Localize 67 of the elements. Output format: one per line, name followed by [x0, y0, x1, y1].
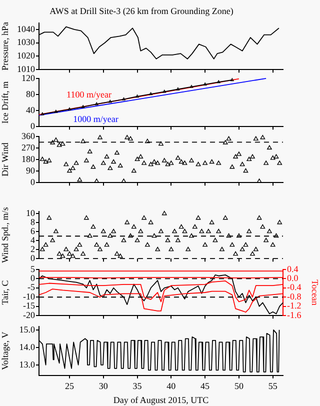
y-tick-label: 4 [30, 234, 36, 245]
y-tick-label: -15 [23, 300, 36, 311]
y-axis-title: Wind Spd., m/s [0, 206, 10, 263]
point [122, 97, 126, 100]
y-axis-title: Voltage, V [0, 331, 10, 370]
point [81, 105, 85, 108]
point [94, 102, 98, 106]
x-tick-label: 45 [200, 381, 210, 392]
x-tick-label: 30 [98, 381, 108, 392]
y-tick-label: 40 [26, 104, 36, 115]
y-tick-label: -10 [23, 291, 36, 302]
point [54, 110, 58, 113]
y-tick-label: 6 [30, 226, 36, 236]
y-tick-label: 270 [22, 142, 36, 152]
y-tick-label: 14.0 [19, 342, 36, 352]
point [40, 112, 44, 116]
y-tick-label: 0 [30, 273, 36, 283]
series-label: 1100 m/year [66, 90, 112, 100]
y2-axis-title: Tocean [310, 280, 320, 306]
y-tick-label: 15.0 [19, 324, 36, 334]
y-tick-label: 360 [22, 130, 36, 141]
y-tick-label: 10 [26, 208, 36, 218]
y-tick-label: 80 [26, 88, 36, 99]
y-tick-label: 0 [30, 120, 36, 131]
y-tick-label: 120 [22, 72, 36, 83]
y2-tick-label: -0.8 [287, 291, 302, 302]
point [203, 82, 207, 86]
x-tick-label: 35 [132, 381, 142, 392]
y-tick-label: 1040 [17, 24, 36, 34]
y-tick-label: 5 [30, 264, 36, 274]
x-tick-label: 25 [65, 381, 74, 392]
x-axis-title: Day of August 2015, UTC [113, 394, 209, 405]
y-tick-label: 90 [26, 165, 36, 176]
y-tick-label: -20 [23, 310, 36, 320]
point [176, 87, 180, 90]
y2-tick-label: 0.4 [287, 264, 299, 274]
point [190, 84, 194, 88]
x-tick-label: 50 [234, 381, 244, 392]
y-axis-title: Tair, C [0, 280, 10, 305]
y2-tick-label: 0.0 [287, 273, 299, 283]
chart-title: AWS at Drill Site-3 (26 km from Grounding Zone) [50, 6, 234, 16]
y-axis-title: Pressure, hPa [0, 22, 10, 70]
y-tick-label: 2 [30, 244, 35, 254]
y2-tick-label: -0.4 [287, 282, 302, 292]
y-tick-label: 1030 [17, 37, 36, 48]
y-tick-label: -5 [28, 282, 36, 292]
y-tick-label: 8 [30, 216, 36, 227]
x-tick-label: 40 [166, 381, 176, 392]
y-axis-title: Dir Wind [0, 142, 10, 176]
point [136, 94, 139, 98]
point [149, 92, 153, 96]
y-tick-label: 0 [30, 176, 36, 187]
point [230, 78, 234, 82]
point [68, 107, 72, 110]
y-axis-title: Ice Drift, m [0, 81, 10, 124]
y-tick-label: 13.0 [19, 359, 36, 370]
x-tick-label: 55 [268, 381, 278, 392]
y-tick-label: 0 [30, 252, 36, 263]
y-tick-label: 1010 [17, 64, 36, 74]
series-label: 1000 m/year [73, 114, 118, 124]
point [108, 100, 112, 103]
y-tick-label: 180 [22, 154, 36, 164]
y2-tick-label: -1.6 [287, 310, 302, 320]
point [162, 90, 166, 93]
y2-tick-label: -1.2 [287, 300, 302, 311]
point [216, 80, 220, 84]
y-tick-label: 1020 [17, 50, 36, 61]
